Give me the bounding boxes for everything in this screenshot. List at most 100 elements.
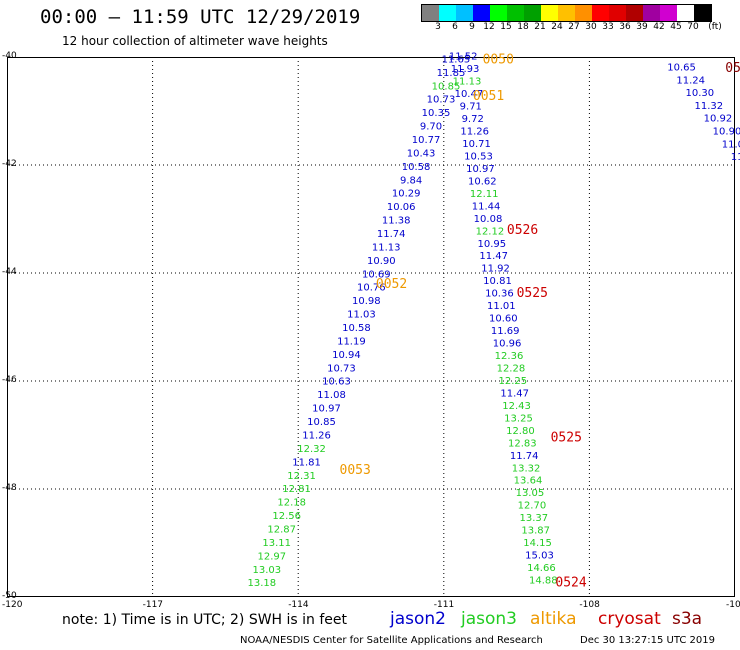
- wave-height-label: 11.13: [453, 77, 482, 88]
- legend-tick: 21: [534, 22, 546, 32]
- wave-height-label: 10.94: [332, 350, 361, 361]
- legend-tick: 70: [687, 22, 699, 32]
- longitude-label: -108: [579, 600, 600, 610]
- credit-line: NOAA/NESDIS Center for Satellite Applica…: [240, 635, 543, 646]
- wave-height-label: 14.66: [527, 563, 556, 574]
- wave-height-label: 9.84: [400, 175, 422, 186]
- wave-height-label: 10.73: [427, 95, 456, 106]
- pass-time-label: 0053: [340, 463, 371, 478]
- page-title: 00:00 – 11:59 UTC 12/29/2019: [40, 6, 361, 28]
- legend-swatch: [660, 5, 677, 21]
- wave-height-label: 12.12: [476, 226, 505, 237]
- legend-swatch: [541, 5, 558, 21]
- latitude-label: -50: [2, 591, 17, 601]
- wave-height-label: 10.29: [392, 189, 421, 200]
- wave-height-label: 13.25: [504, 413, 533, 424]
- map-frame: [7, 57, 735, 597]
- wave-height-label: 10.97: [312, 404, 341, 415]
- wave-height-label: 14.88: [529, 576, 558, 587]
- longitude-label: -117: [142, 600, 164, 610]
- wave-height-label: 13.18: [247, 578, 276, 589]
- legend-tick: 42: [653, 22, 665, 32]
- wave-height-label: 11.26: [302, 431, 331, 442]
- legend-tick: 36: [619, 22, 631, 32]
- legend-swatch: [422, 5, 439, 21]
- wave-height-label: 10.30: [685, 88, 714, 99]
- wave-height-label: 12.18: [277, 498, 306, 509]
- wave-height-label: 12.80: [506, 426, 535, 437]
- longitude-label: -120: [2, 600, 23, 610]
- legend-tick: 27: [568, 22, 580, 32]
- timestamp: Dec 30 13:27:15 UTC 2019: [580, 635, 715, 646]
- wave-height-label: 11.81: [292, 457, 321, 468]
- legend-tick: 45: [670, 22, 682, 32]
- wave-height-label: 10.81: [483, 276, 512, 287]
- wave-height-label: 11.74: [377, 229, 406, 240]
- wave-height-label: 13.03: [252, 565, 281, 576]
- legend-tick: 24: [551, 22, 563, 32]
- wave-height-label: 12.56: [272, 511, 301, 522]
- legend-swatch: [626, 5, 643, 21]
- wave-height-label: 14.15: [523, 538, 552, 549]
- wave-height-label: 10.08: [474, 214, 503, 225]
- longitude-label: -10: [726, 600, 740, 610]
- wave-height-label: 12.32: [297, 444, 326, 455]
- wave-height-label: 10.53: [464, 152, 493, 163]
- legend-tick: 15: [500, 22, 512, 32]
- wave-height-label: 11.47: [500, 388, 529, 399]
- wave-height-label: 10.76: [357, 283, 386, 294]
- legend-tick: 6: [452, 22, 458, 32]
- legend-swatch: [558, 5, 575, 21]
- wave-height-label: 10.95: [477, 239, 506, 250]
- legend-swatch: [524, 5, 541, 21]
- pass-time-label: 0526: [507, 223, 538, 238]
- pass-time-label: 0051: [473, 89, 504, 104]
- legend-tick: 3: [435, 22, 441, 32]
- wave-height-label: 13.64: [514, 476, 543, 487]
- wave-height-label: 11.32: [694, 101, 723, 112]
- wave-height-label: 11.26: [460, 127, 489, 138]
- wave-height-label: 13.37: [519, 513, 548, 524]
- wave-height-label: 10.60: [489, 314, 518, 325]
- sat-label-jason3: jason3: [461, 609, 517, 629]
- wave-height-label: 10.06: [387, 202, 416, 213]
- wave-height-label: 10.43: [407, 148, 436, 159]
- wave-height-label: 12.97: [257, 551, 286, 562]
- wave-height-label: 10.62: [468, 176, 497, 187]
- wave-height-label: 13.05: [516, 488, 545, 499]
- wave-height-label: 10.90: [367, 256, 396, 267]
- color-scale-legend: [421, 4, 712, 22]
- legend-swatch: [592, 5, 609, 21]
- wave-height-label: 10.47: [455, 89, 484, 100]
- wave-height-label: 10.77: [412, 135, 441, 146]
- wave-height-label: 12.31: [287, 471, 316, 482]
- wave-height-label: 10.73: [327, 363, 356, 374]
- wave-height-label: 12.43: [502, 401, 531, 412]
- wave-height-label: 11.52: [449, 52, 478, 63]
- wave-height-label: 12.28: [497, 364, 526, 375]
- pass-time-label: 0050: [483, 53, 514, 68]
- wave-height-label: 10.58: [402, 162, 431, 173]
- sat-label-altika: altika: [530, 609, 577, 629]
- wave-height-label: 10.58: [342, 323, 371, 334]
- wave-height-label: 11.24: [676, 75, 705, 86]
- legend-tick: 33: [602, 22, 614, 32]
- legend-swatch: [456, 5, 473, 21]
- wave-height-label: 11.92: [481, 264, 510, 275]
- wave-height-label: 10.35: [422, 108, 451, 119]
- wave-height-label: 11.69: [491, 326, 520, 337]
- wave-height-label: 10.90: [713, 127, 740, 138]
- legend-swatch: [473, 5, 490, 21]
- wave-height-label: 13.32: [512, 463, 541, 474]
- legend-swatch: [677, 5, 694, 21]
- latitude-label: -42: [2, 159, 17, 169]
- pass-time-label: 0537: [725, 61, 740, 76]
- pass-time-label: 0524: [555, 575, 586, 590]
- wave-height-label: 10.98: [352, 296, 381, 307]
- wave-height-label: 10.63: [322, 377, 351, 388]
- legend-tick: 30: [585, 22, 597, 32]
- sat-label-s3a: s3a: [672, 609, 703, 629]
- wave-height-label: 11.93: [451, 64, 480, 75]
- latitude-label: -44: [2, 267, 17, 277]
- legend-swatch: [694, 5, 711, 21]
